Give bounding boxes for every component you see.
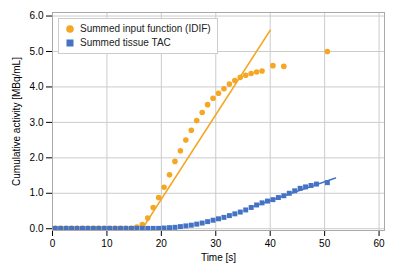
svg-text:2.0: 2.0 [30, 152, 44, 163]
html-text:Summed input function (IDIF): Summed input function (IDIF) [80, 23, 211, 34]
svg-text:4.0: 4.0 [30, 81, 44, 92]
svg-text:1.0: 1.0 [30, 187, 44, 198]
svg-text:0: 0 [50, 238, 56, 249]
svg-text:10: 10 [101, 238, 113, 249]
svg-text:50: 50 [319, 238, 331, 249]
svg-text:20: 20 [156, 238, 168, 249]
svg-text:60: 60 [373, 238, 385, 249]
html-text:Summed tissue TAC: Summed tissue TAC [80, 37, 171, 48]
svg-text:5.0: 5.0 [30, 46, 44, 57]
svg-text:Time [s]: Time [s] [201, 252, 236, 263]
svg-text:0.0: 0.0 [30, 223, 44, 234]
svg-text:6.0: 6.0 [30, 10, 44, 21]
svg-text:3.0: 3.0 [30, 117, 44, 128]
svg-text:40: 40 [265, 238, 277, 249]
svg-text:30: 30 [210, 238, 222, 249]
svg-text:Cumulative activity [MBq/mL]: Cumulative activity [MBq/mL] [11, 57, 22, 186]
